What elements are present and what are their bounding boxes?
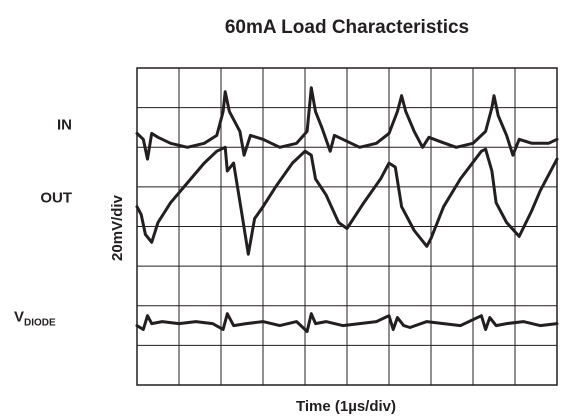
trace-out [135, 145, 559, 256]
trace-label-subscript: DIODE [24, 318, 56, 329]
trace-label-main: V [14, 309, 24, 326]
traces [135, 86, 559, 333]
trace-in [135, 86, 559, 161]
trace-label-v-diode: VDIODE [14, 309, 56, 329]
x-axis-label: Time (1µs/div) [296, 398, 396, 415]
trace-label-out: OUT [40, 190, 72, 207]
y-axis-label: 20mV/div [109, 194, 126, 261]
trace-v-diode [135, 312, 559, 333]
trace-labels: IN OUT VDIODE [14, 116, 72, 328]
trace-label-in: IN [57, 116, 72, 133]
chart-title: 60mA Load Characteristics [225, 17, 469, 38]
